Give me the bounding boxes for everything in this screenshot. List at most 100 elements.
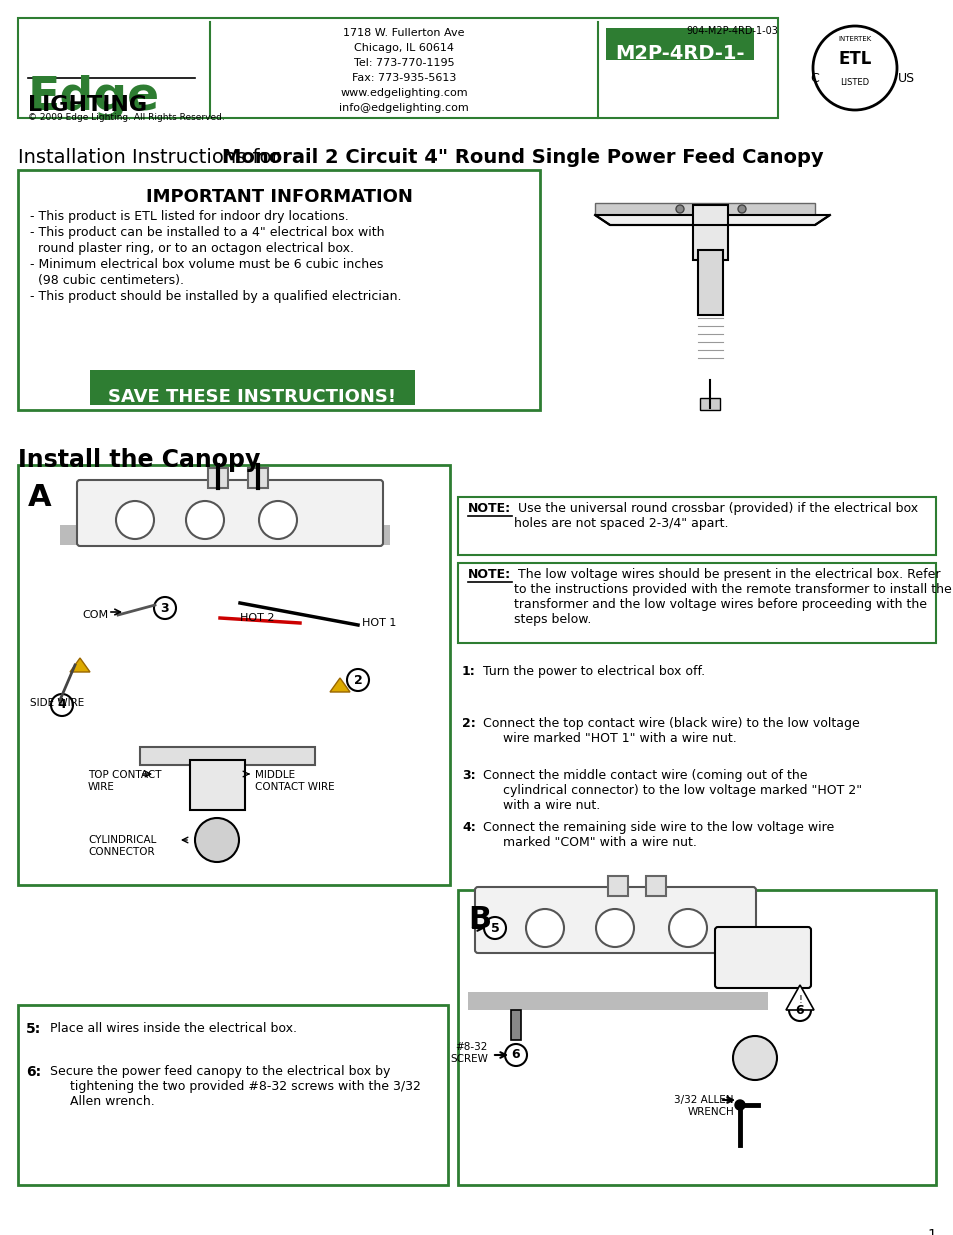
- Text: 5: 5: [490, 921, 498, 935]
- Text: 904-M2P-4RD-1-03: 904-M2P-4RD-1-03: [685, 26, 778, 36]
- FancyBboxPatch shape: [595, 203, 814, 215]
- Text: HOT 1: HOT 1: [361, 618, 395, 629]
- FancyBboxPatch shape: [714, 927, 810, 988]
- Text: SAVE THESE INSTRUCTIONS!: SAVE THESE INSTRUCTIONS!: [108, 388, 395, 406]
- FancyBboxPatch shape: [77, 480, 382, 546]
- Text: Chicago, IL 60614: Chicago, IL 60614: [354, 43, 454, 53]
- Circle shape: [483, 918, 505, 939]
- Text: Connect the remaining side wire to the low voltage wire
     marked "COM" with a: Connect the remaining side wire to the l…: [482, 821, 833, 848]
- Text: 3:: 3:: [461, 769, 476, 782]
- Circle shape: [194, 818, 239, 862]
- FancyBboxPatch shape: [18, 19, 778, 119]
- Text: 2: 2: [354, 673, 362, 687]
- Circle shape: [525, 909, 563, 947]
- Circle shape: [812, 26, 896, 110]
- Text: Secure the power feed canopy to the electrical box by
     tightening the two pr: Secure the power feed canopy to the elec…: [50, 1065, 420, 1108]
- FancyBboxPatch shape: [607, 876, 627, 897]
- Text: ETL: ETL: [838, 49, 871, 68]
- Text: Installation Instructions for: Installation Instructions for: [18, 148, 286, 167]
- Text: Connect the middle contact wire (coming out of the
     cylindrical connector) t: Connect the middle contact wire (coming …: [482, 769, 862, 811]
- FancyBboxPatch shape: [18, 170, 539, 410]
- FancyBboxPatch shape: [190, 760, 245, 810]
- FancyBboxPatch shape: [605, 28, 753, 61]
- Text: LIGHTING: LIGHTING: [28, 95, 147, 115]
- Circle shape: [186, 501, 224, 538]
- Circle shape: [734, 1100, 744, 1110]
- Circle shape: [668, 909, 706, 947]
- FancyBboxPatch shape: [698, 249, 722, 315]
- FancyBboxPatch shape: [511, 1010, 520, 1040]
- Text: M2P-4RD-1-: M2P-4RD-1-: [615, 44, 744, 63]
- Text: Turn the power to electrical box off.: Turn the power to electrical box off.: [482, 664, 704, 678]
- Circle shape: [153, 597, 175, 619]
- FancyBboxPatch shape: [692, 205, 727, 261]
- Text: C: C: [810, 72, 819, 85]
- FancyBboxPatch shape: [248, 468, 268, 488]
- Text: www.edgelighting.com: www.edgelighting.com: [340, 88, 467, 98]
- FancyBboxPatch shape: [457, 563, 935, 643]
- FancyBboxPatch shape: [18, 1005, 448, 1186]
- Text: US: US: [897, 72, 914, 85]
- Text: COM: COM: [82, 610, 108, 620]
- FancyBboxPatch shape: [18, 466, 450, 885]
- Text: Monorail 2 Circuit 4" Round Single Power Feed Canopy: Monorail 2 Circuit 4" Round Single Power…: [222, 148, 822, 167]
- Circle shape: [738, 205, 745, 212]
- FancyBboxPatch shape: [700, 398, 720, 410]
- Text: © 2009 Edge Lighting. All Rights Reserved.: © 2009 Edge Lighting. All Rights Reserve…: [28, 112, 225, 122]
- Circle shape: [258, 501, 296, 538]
- FancyBboxPatch shape: [457, 890, 935, 1186]
- Text: MIDDLE
CONTACT WIRE: MIDDLE CONTACT WIRE: [254, 769, 335, 792]
- Circle shape: [676, 205, 683, 212]
- Text: round plaster ring, or to an octagon electrical box.: round plaster ring, or to an octagon ele…: [30, 242, 354, 254]
- Text: 1: 1: [926, 1228, 935, 1235]
- Text: The low voltage wires should be present in the electrical box. Refer to the inst: The low voltage wires should be present …: [514, 568, 951, 626]
- Text: LISTED: LISTED: [840, 78, 868, 86]
- Text: Fax: 773-935-5613: Fax: 773-935-5613: [352, 73, 456, 83]
- Text: (98 cubic centimeters).: (98 cubic centimeters).: [30, 274, 184, 287]
- Circle shape: [504, 1044, 526, 1066]
- FancyBboxPatch shape: [60, 525, 390, 545]
- Text: - This product can be installed to a 4" electrical box with: - This product can be installed to a 4" …: [30, 226, 384, 240]
- Text: 4:: 4:: [461, 821, 476, 834]
- FancyBboxPatch shape: [208, 468, 228, 488]
- Text: NOTE:: NOTE:: [468, 568, 511, 580]
- Text: Place all wires inside the electrical box.: Place all wires inside the electrical bo…: [50, 1023, 296, 1035]
- Circle shape: [596, 909, 634, 947]
- Circle shape: [788, 999, 810, 1021]
- Text: SIDE WIRE: SIDE WIRE: [30, 698, 84, 708]
- Text: A: A: [28, 483, 51, 513]
- Text: #8-32
SCREW: #8-32 SCREW: [450, 1042, 488, 1063]
- Text: HOT 2: HOT 2: [240, 613, 274, 622]
- Text: CYLINDRICAL
CONNECTOR: CYLINDRICAL CONNECTOR: [88, 835, 156, 857]
- Text: Use the universal round crossbar (provided) if the electrical box holes are not : Use the universal round crossbar (provid…: [514, 501, 917, 530]
- Text: B: B: [468, 905, 491, 934]
- FancyBboxPatch shape: [645, 876, 665, 897]
- Circle shape: [347, 669, 369, 692]
- Text: Edge: Edge: [28, 75, 160, 120]
- Text: 1:: 1:: [461, 664, 476, 678]
- Text: - This product should be installed by a qualified electrician.: - This product should be installed by a …: [30, 290, 401, 303]
- Circle shape: [51, 694, 73, 716]
- FancyBboxPatch shape: [140, 747, 314, 764]
- Text: 5:: 5:: [26, 1023, 41, 1036]
- Text: 2:: 2:: [461, 718, 476, 730]
- Text: NOTE:: NOTE:: [468, 501, 511, 515]
- Text: Connect the top contact wire (black wire) to the low voltage
     wire marked "H: Connect the top contact wire (black wire…: [482, 718, 859, 745]
- FancyBboxPatch shape: [468, 992, 767, 1010]
- Polygon shape: [70, 658, 90, 672]
- Text: !: !: [798, 995, 801, 1005]
- FancyBboxPatch shape: [475, 887, 755, 953]
- Text: 1718 W. Fullerton Ave: 1718 W. Fullerton Ave: [343, 28, 464, 38]
- Circle shape: [732, 1036, 776, 1079]
- Text: IMPORTANT INFORMATION: IMPORTANT INFORMATION: [146, 188, 412, 206]
- Text: 6: 6: [511, 1049, 519, 1062]
- Polygon shape: [595, 215, 829, 225]
- FancyBboxPatch shape: [90, 370, 415, 405]
- Text: 3/32 ALLEN
WRENCH: 3/32 ALLEN WRENCH: [674, 1095, 733, 1116]
- Text: INTERTEK: INTERTEK: [838, 36, 871, 42]
- FancyBboxPatch shape: [457, 496, 935, 555]
- Text: 3: 3: [160, 601, 169, 615]
- FancyBboxPatch shape: [488, 930, 752, 950]
- Text: - This product is ETL listed for indoor dry locations.: - This product is ETL listed for indoor …: [30, 210, 349, 224]
- Text: Tel: 773-770-1195: Tel: 773-770-1195: [354, 58, 454, 68]
